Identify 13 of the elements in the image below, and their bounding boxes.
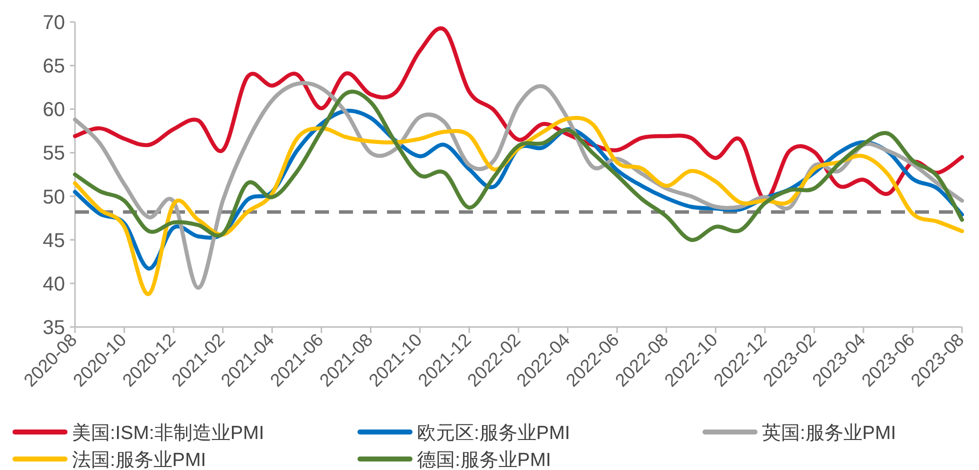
y-tick-label: 55 (42, 142, 65, 165)
y-tick-label: 50 (42, 186, 65, 208)
legend-label: 美国:ISM:非制造业PMI (72, 422, 264, 444)
y-tick-label: 35 (42, 317, 65, 339)
y-tick-label: 40 (42, 273, 65, 296)
y-tick-label: 70 (42, 12, 65, 34)
legend-label: 法国:服务业PMI (72, 450, 206, 470)
y-tick-label: 60 (42, 99, 65, 122)
legend-label: 欧元区:服务业PMI (417, 423, 570, 444)
y-tick-label: 65 (42, 56, 65, 78)
legend-label: 英国:服务业PMI (762, 423, 896, 444)
legend-label: 德国:服务业PMI (417, 450, 552, 470)
y-tick-label: 45 (42, 230, 65, 252)
